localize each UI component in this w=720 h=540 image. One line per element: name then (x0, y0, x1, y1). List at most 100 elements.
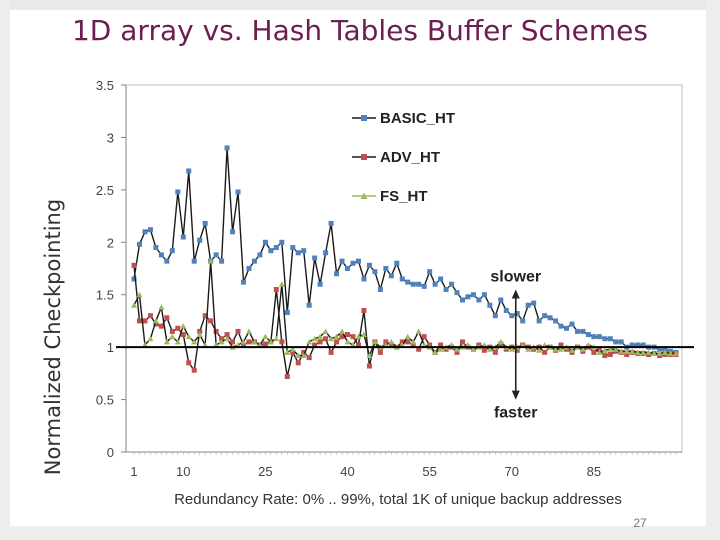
data-point-basic-ht (317, 281, 323, 287)
data-point-adv-ht (131, 262, 137, 268)
data-point-basic-ht (131, 276, 137, 282)
data-point-basic-ht (427, 269, 433, 275)
data-point-fs-ht (136, 291, 143, 298)
data-point-basic-ht (509, 313, 515, 319)
data-point-fs-ht (623, 348, 630, 354)
data-point-adv-ht (208, 318, 214, 324)
data-point-fs-ht (508, 346, 515, 352)
data-point-adv-ht (273, 286, 279, 292)
data-point-fs-ht (486, 346, 493, 352)
legend-marker-basic-ht (361, 115, 367, 121)
data-point-adv-ht (290, 349, 296, 355)
data-point-fs-ht (180, 323, 187, 329)
data-point-basic-ht (520, 318, 526, 324)
data-point-basic-ht (514, 311, 520, 317)
y-tick-label: 0.5 (96, 393, 114, 408)
data-point-basic-ht (273, 245, 279, 251)
data-point-adv-ht (383, 339, 389, 345)
data-point-adv-ht (405, 339, 411, 345)
slide-frame-left (0, 0, 10, 540)
y-tick-label: 1 (107, 340, 114, 355)
data-point-adv-ht (186, 360, 192, 366)
data-point-fs-ht (388, 338, 395, 345)
x-tick-label: 70 (505, 464, 519, 479)
data-point-fs-ht (333, 333, 340, 340)
data-point-basic-ht (640, 342, 646, 348)
data-point-fs-ht (322, 328, 329, 334)
data-point-basic-ht (361, 276, 367, 282)
data-point-adv-ht (361, 307, 367, 313)
data-point-fs-ht (300, 352, 307, 359)
data-point-adv-ht (492, 349, 498, 355)
data-point-basic-ht (284, 310, 290, 316)
x-tick-label: 1 (130, 464, 137, 479)
data-point-basic-ht (180, 234, 186, 240)
slide-number: 27 (633, 516, 647, 530)
data-point-adv-ht (399, 339, 405, 345)
data-point-adv-ht (421, 334, 427, 340)
data-point-fs-ht (656, 350, 663, 356)
data-point-fs-ht (454, 346, 461, 352)
data-point-fs-ht (169, 333, 176, 340)
data-point-basic-ht (399, 276, 405, 282)
data-point-adv-ht (350, 334, 356, 340)
faster-label: faster (494, 405, 538, 422)
data-point-basic-ht (503, 307, 509, 313)
data-point-basic-ht (481, 292, 487, 298)
data-point-fs-ht (131, 302, 137, 308)
data-point-fs-ht (607, 346, 614, 352)
data-point-adv-ht (191, 367, 197, 373)
data-point-adv-ht (136, 318, 142, 324)
data-point-basic-ht (136, 241, 142, 247)
data-point-basic-ht (454, 290, 460, 296)
data-point-adv-ht (438, 342, 444, 348)
data-point-fs-ht (360, 331, 367, 338)
data-point-adv-ht (240, 342, 246, 348)
data-point-basic-ht (251, 258, 257, 264)
data-point-basic-ht (629, 342, 635, 348)
data-point-adv-ht (323, 336, 329, 342)
data-point-fs-ht (191, 338, 198, 345)
data-point-basic-ht (607, 336, 613, 342)
data-point-fs-ht (629, 348, 636, 354)
data-point-adv-ht (514, 347, 520, 353)
data-point-fs-ht (344, 338, 351, 345)
data-point-basic-ht (323, 250, 329, 256)
data-point-basic-ht (547, 315, 553, 321)
data-point-adv-ht (366, 363, 372, 369)
data-point-fs-ht (251, 338, 258, 345)
data-point-fs-ht (437, 346, 444, 352)
data-point-basic-ht (257, 252, 263, 258)
data-point-fs-ht (273, 335, 280, 342)
data-point-basic-ht (235, 189, 241, 195)
data-point-adv-ht (235, 328, 241, 334)
legend-label-adv-ht: ADV_HT (380, 149, 440, 166)
data-point-basic-ht (498, 297, 504, 303)
data-point-fs-ht (158, 304, 165, 310)
data-point-adv-ht (230, 339, 236, 345)
data-point-adv-ht (197, 328, 203, 334)
data-point-basic-ht (219, 258, 225, 264)
data-point-adv-ht (279, 339, 285, 345)
data-point-basic-ht (580, 328, 586, 334)
data-point-basic-ht (147, 227, 153, 233)
data-point-basic-ht (268, 248, 274, 254)
data-point-adv-ht (312, 342, 318, 348)
data-point-basic-ht (449, 281, 455, 287)
data-point-adv-ht (410, 342, 416, 348)
data-point-basic-ht (334, 271, 340, 277)
data-point-basic-ht (443, 286, 449, 292)
y-tick-label: 2.5 (96, 183, 114, 198)
data-point-basic-ht (410, 281, 416, 287)
data-point-basic-ht (635, 342, 641, 348)
data-point-fs-ht (311, 335, 318, 342)
legend-label-basic-ht: BASIC_HT (380, 110, 455, 127)
data-point-basic-ht (394, 260, 400, 266)
data-point-fs-ht (568, 347, 575, 353)
slower-label: slower (490, 268, 541, 285)
data-point-adv-ht (317, 339, 323, 345)
data-point-basic-ht (153, 245, 159, 251)
data-point-basic-ht (531, 300, 537, 306)
data-point-basic-ht (536, 318, 542, 324)
data-point-adv-ht (355, 342, 361, 348)
